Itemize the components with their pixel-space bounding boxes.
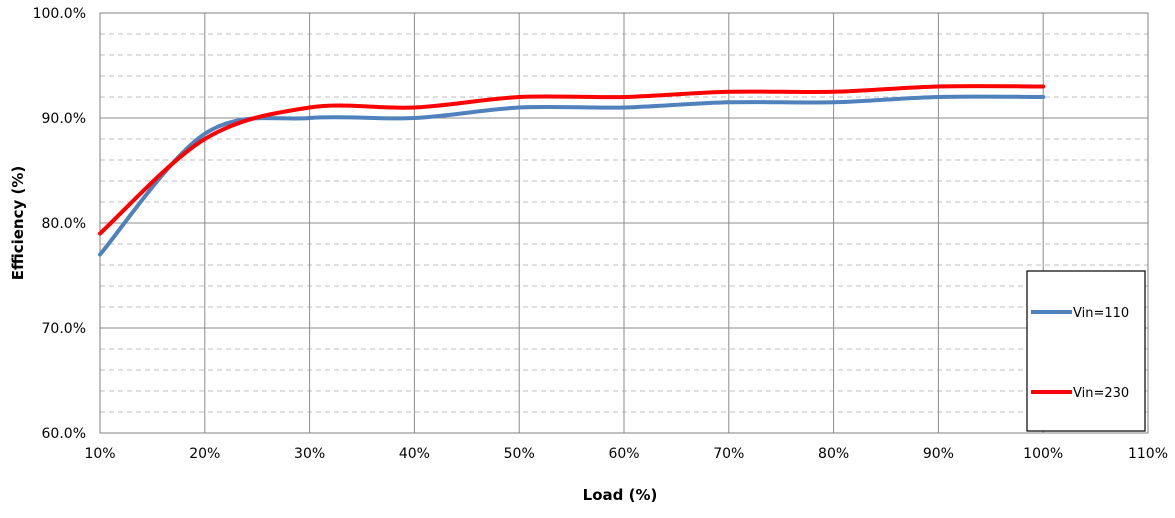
- legend-label-2: Vin=230: [1073, 386, 1129, 401]
- series-layer: [98, 84, 1046, 257]
- x-tick-label: 80%: [818, 446, 849, 462]
- y-tick-label: 90.0%: [42, 111, 86, 127]
- y-tick-label: 100.0%: [33, 6, 86, 22]
- y-tick-label: 70.0%: [42, 321, 86, 337]
- x-tick-label: 100%: [1023, 446, 1063, 462]
- x-tick-label: 20%: [189, 446, 220, 462]
- x-axis-title: Load (%): [583, 486, 658, 504]
- legend-box: [1026, 270, 1146, 432]
- x-tick-label: 10%: [84, 446, 115, 462]
- x-tick-label: 70%: [713, 446, 744, 462]
- legend: Vin=110 Vin=230: [1026, 270, 1146, 432]
- x-tick-label: 110%: [1128, 446, 1168, 462]
- x-tick-label: 40%: [399, 446, 430, 462]
- x-axis-ticks: 10% 20% 30% 40% 50% 60% 70% 80% 90% 100% 110%: [84, 446, 1168, 462]
- x-tick-label: 30%: [294, 446, 325, 462]
- x-tick-label: 60%: [608, 446, 639, 462]
- series-line-1: [98, 94, 1046, 257]
- grid: [99, 12, 1149, 434]
- y-tick-label: 60.0%: [42, 426, 86, 442]
- series-line-2: [98, 84, 1046, 236]
- x-tick-label: 50%: [504, 446, 535, 462]
- x-tick-label: 90%: [923, 446, 954, 462]
- plot-area: [99, 12, 1149, 434]
- y-axis-ticks: 60.0% 70.0% 80.0% 90.0% 100.0%: [33, 6, 86, 442]
- y-tick-label: 80.0%: [42, 216, 86, 232]
- y-axis-title: Efficiency (%): [9, 166, 27, 281]
- legend-label-1: Vin=110: [1073, 306, 1129, 321]
